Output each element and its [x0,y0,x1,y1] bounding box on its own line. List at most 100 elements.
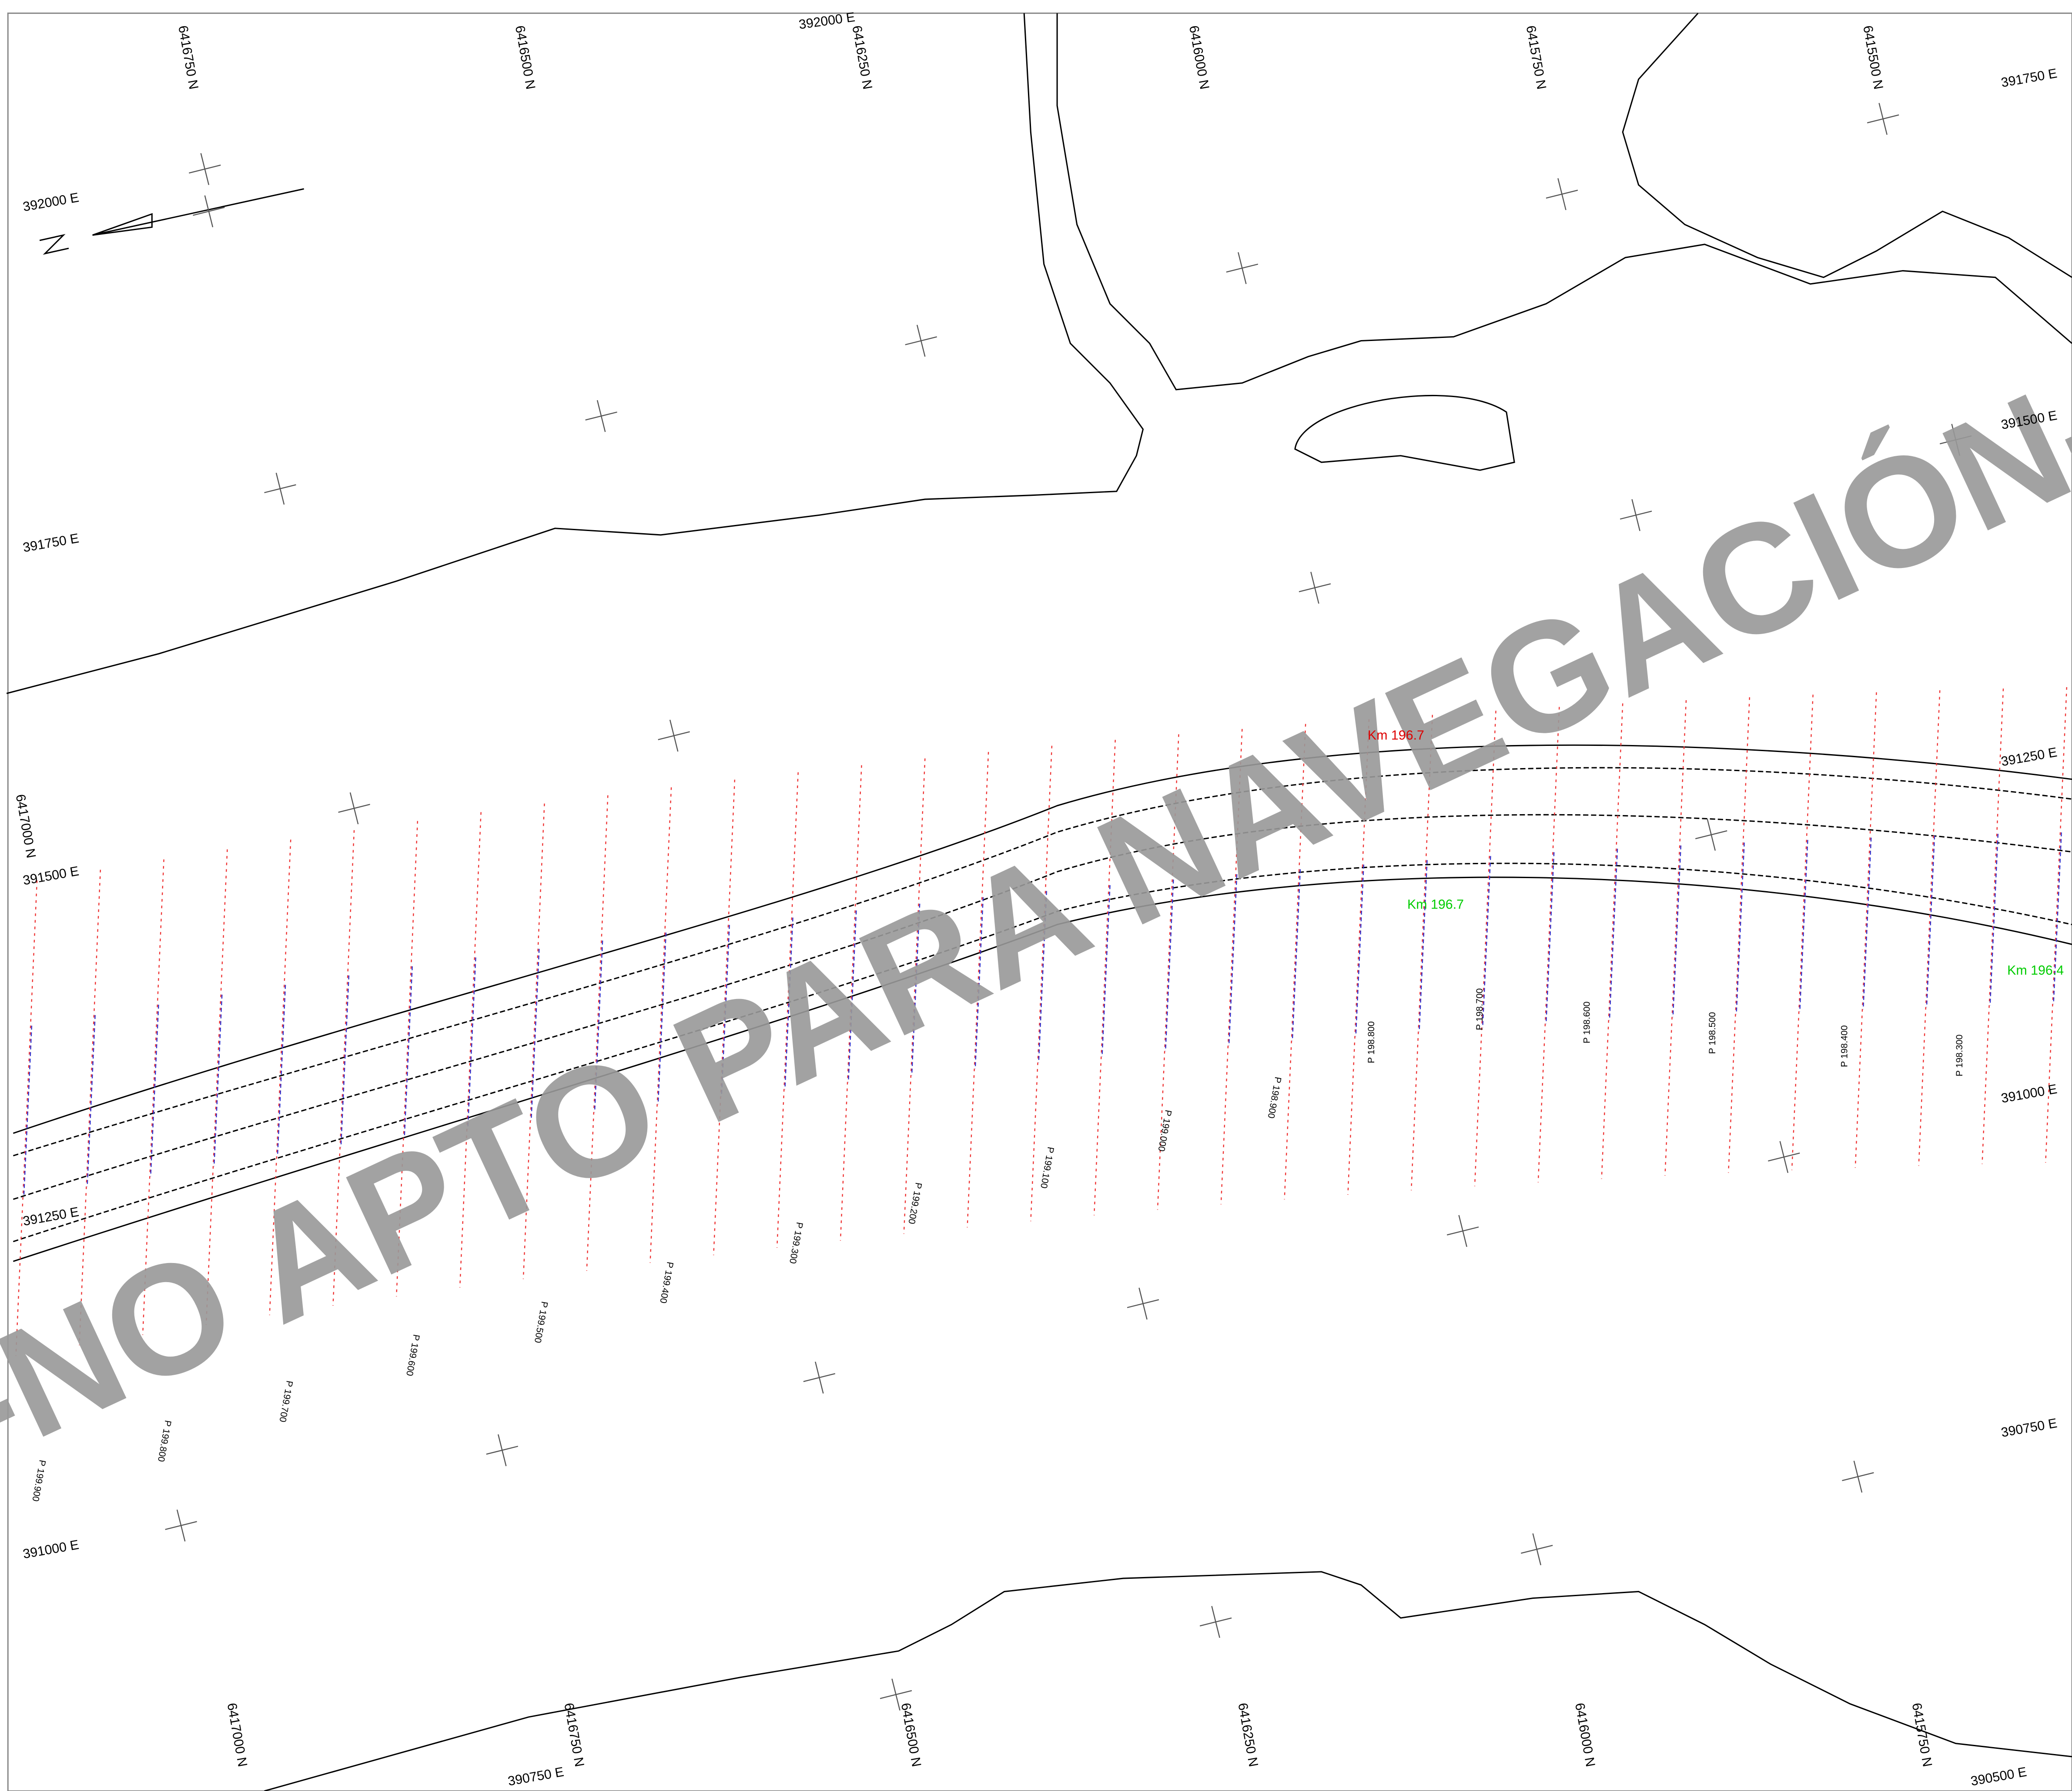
transect [1038,891,1048,1063]
profile-label: P 198.300 [1954,1035,1965,1077]
transect [586,795,609,1271]
km-label: Km 196.7 [1368,728,1424,743]
grid-cross [1631,499,1640,531]
transect [657,932,667,1105]
channel-line [13,767,2072,1156]
grid-cross [498,1434,507,1467]
grid-cross [1878,103,1888,135]
transect [1410,715,1433,1190]
transect [1989,834,1999,1006]
transect [340,975,350,1147]
transect [911,903,921,1076]
grid-cross [1779,1141,1789,1173]
transect [1347,719,1370,1195]
transect [1791,695,1814,1170]
transect [649,787,672,1263]
shoreline [1056,13,2072,391]
shoreline [1622,13,2072,278]
shoreline [264,1571,2072,1791]
transect [1601,703,1623,1179]
transect [967,752,989,1228]
km-label: Km 196.4 [2007,963,2064,978]
transect [721,925,730,1097]
grid-cross [669,719,679,752]
transect [1220,729,1243,1205]
profile-label: P 198.700 [1474,988,1485,1030]
channel-edge [13,876,2072,1262]
grid-cross [1557,178,1567,211]
grid-cross [1951,424,1960,456]
transect [1292,869,1301,1041]
transect [467,957,476,1129]
transect [1918,690,1941,1166]
transect [15,880,38,1356]
transect [23,1026,33,1198]
transect [87,1015,96,1187]
profile-label: P 198.600 [1581,1002,1592,1044]
transect [1101,885,1111,1057]
transect [903,758,926,1234]
transect [522,803,545,1279]
transect [840,765,862,1241]
channel-line [13,862,2072,1243]
transect [1093,740,1116,1216]
transect [2053,832,2062,1004]
transect [1537,707,1560,1183]
transect [2045,687,2068,1163]
transect [269,839,291,1315]
transect [530,949,540,1121]
grid-cross [1707,819,1716,851]
grid-cross [200,153,210,185]
profile-label: P 198.500 [1707,1012,1717,1054]
transect [142,859,164,1335]
transect [1609,849,1618,1021]
grid-cross [1211,1606,1220,1638]
frame [7,12,2072,1791]
grid-cross [815,1361,824,1394]
transect [150,1005,159,1176]
transect [594,940,603,1113]
km-label: Km 196.7 [1407,897,1464,912]
channel-edge [13,744,2072,1134]
transect [1157,734,1179,1210]
transect [1926,835,1935,1008]
transect [1284,724,1306,1200]
transect [847,910,857,1083]
grid-cross [1310,571,1319,604]
transect [1664,700,1687,1176]
transect [1728,697,1751,1173]
grid-cross [1532,1533,1542,1565]
transect [1228,874,1238,1046]
shoreline [6,13,1144,694]
profile-label: P 198.400 [1839,1025,1850,1067]
transect [1862,837,1872,1009]
grid-cross [916,324,926,357]
grid-cross [596,400,606,432]
channel-line [13,814,2072,1200]
profile-label: P 198.800 [1366,1021,1376,1063]
transect [332,830,355,1306]
grid-cross [891,1678,900,1711]
transect [396,821,418,1297]
transect [1545,852,1555,1024]
transect [1736,842,1745,1015]
transect [1482,856,1491,1028]
transect [974,897,984,1069]
grid-cross [204,195,214,227]
transect [1030,745,1053,1222]
transect [1799,840,1808,1012]
transect [776,772,799,1248]
transect [1982,688,2004,1164]
grid-cross [1458,1215,1467,1247]
north-arrow [39,188,304,255]
transect [404,966,413,1138]
grid-cross [275,472,285,505]
island [1294,394,1515,471]
transect [1419,860,1428,1032]
grid-cross [1138,1287,1148,1320]
transect [213,994,223,1166]
grid-cross [1238,252,1247,284]
transect [713,779,736,1255]
transect [1474,711,1496,1186]
